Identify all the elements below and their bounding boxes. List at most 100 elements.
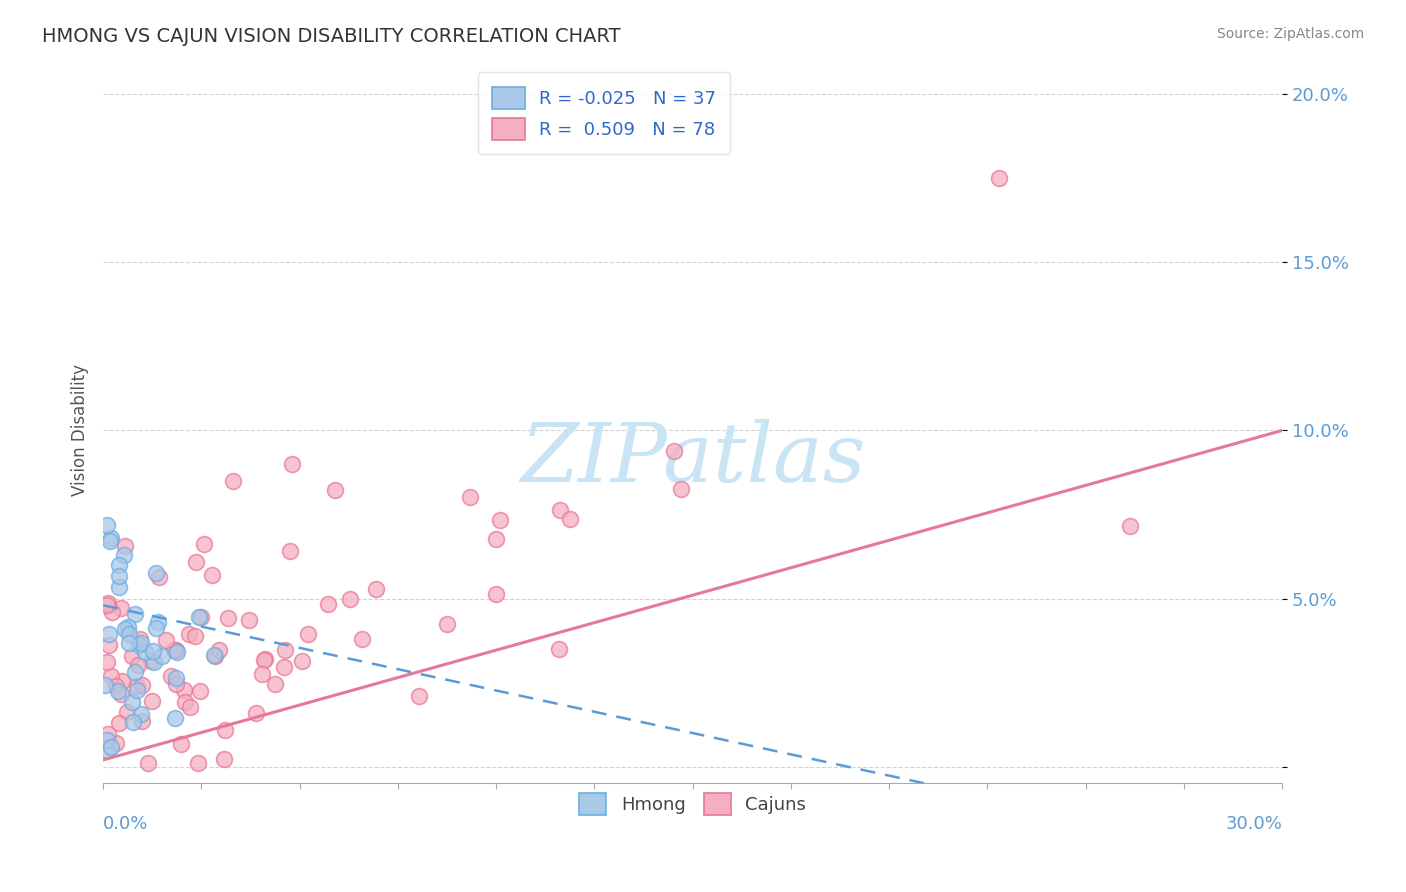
Y-axis label: Vision Disability: Vision Disability bbox=[72, 365, 89, 497]
Point bbox=[664, 444, 686, 458]
Point bbox=[108, 569, 131, 583]
Point bbox=[190, 610, 212, 624]
Point bbox=[252, 653, 274, 667]
Point bbox=[129, 636, 152, 650]
Point bbox=[114, 622, 136, 636]
Point bbox=[115, 705, 138, 719]
Point bbox=[170, 737, 193, 751]
Point bbox=[238, 613, 260, 627]
Point bbox=[94, 678, 117, 692]
Point bbox=[208, 643, 231, 657]
Point bbox=[96, 598, 118, 612]
Point bbox=[129, 632, 152, 646]
Point bbox=[273, 643, 295, 657]
Point bbox=[108, 580, 131, 594]
Point bbox=[252, 666, 274, 681]
Legend: Hmong, Cajuns: Hmong, Cajuns bbox=[571, 784, 815, 824]
Text: ZIPatlas: ZIPatlas bbox=[520, 418, 865, 499]
Point bbox=[177, 627, 200, 641]
Point bbox=[264, 677, 287, 691]
Point bbox=[118, 627, 141, 641]
Point bbox=[145, 566, 167, 581]
Point bbox=[201, 568, 224, 582]
Point bbox=[96, 732, 118, 747]
Point bbox=[253, 652, 276, 666]
Point bbox=[107, 684, 129, 698]
Point bbox=[104, 736, 127, 750]
Point bbox=[316, 597, 339, 611]
Point bbox=[145, 621, 167, 635]
Point bbox=[364, 582, 387, 596]
Point bbox=[127, 657, 149, 672]
Point bbox=[163, 643, 186, 657]
Point bbox=[121, 715, 143, 730]
Point bbox=[107, 558, 129, 572]
Point bbox=[128, 638, 150, 652]
Point bbox=[110, 601, 132, 615]
Point bbox=[323, 483, 346, 498]
Point bbox=[163, 711, 186, 725]
Point bbox=[141, 694, 163, 708]
Point bbox=[484, 532, 506, 546]
Point bbox=[98, 533, 121, 548]
Point bbox=[408, 689, 430, 703]
Point bbox=[100, 669, 122, 683]
Point bbox=[155, 633, 177, 648]
Point bbox=[136, 756, 159, 771]
Point bbox=[112, 549, 135, 563]
Point bbox=[173, 682, 195, 697]
Text: 0.0%: 0.0% bbox=[103, 815, 149, 833]
Point bbox=[165, 671, 187, 685]
Point bbox=[160, 669, 183, 683]
Point bbox=[131, 714, 153, 728]
Point bbox=[214, 723, 236, 737]
Point bbox=[166, 642, 188, 657]
Point bbox=[114, 539, 136, 553]
Point bbox=[121, 648, 143, 663]
Point bbox=[148, 570, 170, 584]
Point bbox=[97, 727, 120, 741]
Point bbox=[110, 687, 132, 701]
Point bbox=[100, 739, 122, 754]
Text: HMONG VS CAJUN VISION DISABILITY CORRELATION CHART: HMONG VS CAJUN VISION DISABILITY CORRELA… bbox=[42, 27, 621, 45]
Point bbox=[96, 517, 118, 532]
Point bbox=[1119, 519, 1142, 533]
Point bbox=[339, 591, 361, 606]
Point bbox=[96, 743, 118, 757]
Point bbox=[129, 706, 152, 721]
Text: 30.0%: 30.0% bbox=[1225, 815, 1282, 833]
Point bbox=[134, 645, 156, 659]
Point bbox=[350, 632, 373, 646]
Point bbox=[202, 648, 225, 662]
Point bbox=[117, 620, 139, 634]
Point bbox=[174, 695, 197, 709]
Point bbox=[548, 641, 571, 656]
Point bbox=[105, 679, 128, 693]
Point bbox=[166, 645, 188, 659]
Point bbox=[108, 715, 131, 730]
Point bbox=[100, 531, 122, 545]
Point bbox=[558, 512, 581, 526]
Point bbox=[124, 607, 146, 621]
Point bbox=[669, 482, 692, 496]
Point bbox=[101, 605, 124, 619]
Point bbox=[184, 555, 207, 569]
Point bbox=[97, 596, 120, 610]
Point bbox=[222, 474, 245, 488]
Point bbox=[193, 537, 215, 551]
Point bbox=[188, 610, 211, 624]
Point bbox=[124, 665, 146, 679]
Point bbox=[489, 513, 512, 527]
Point bbox=[142, 644, 165, 658]
Point bbox=[127, 679, 149, 693]
Point bbox=[485, 587, 508, 601]
Point bbox=[988, 171, 1011, 186]
Text: Source: ZipAtlas.com: Source: ZipAtlas.com bbox=[1216, 27, 1364, 41]
Point bbox=[188, 683, 211, 698]
Point bbox=[548, 503, 571, 517]
Point bbox=[217, 611, 239, 625]
Point bbox=[281, 457, 304, 471]
Point bbox=[150, 648, 173, 663]
Point bbox=[297, 626, 319, 640]
Point bbox=[98, 638, 121, 652]
